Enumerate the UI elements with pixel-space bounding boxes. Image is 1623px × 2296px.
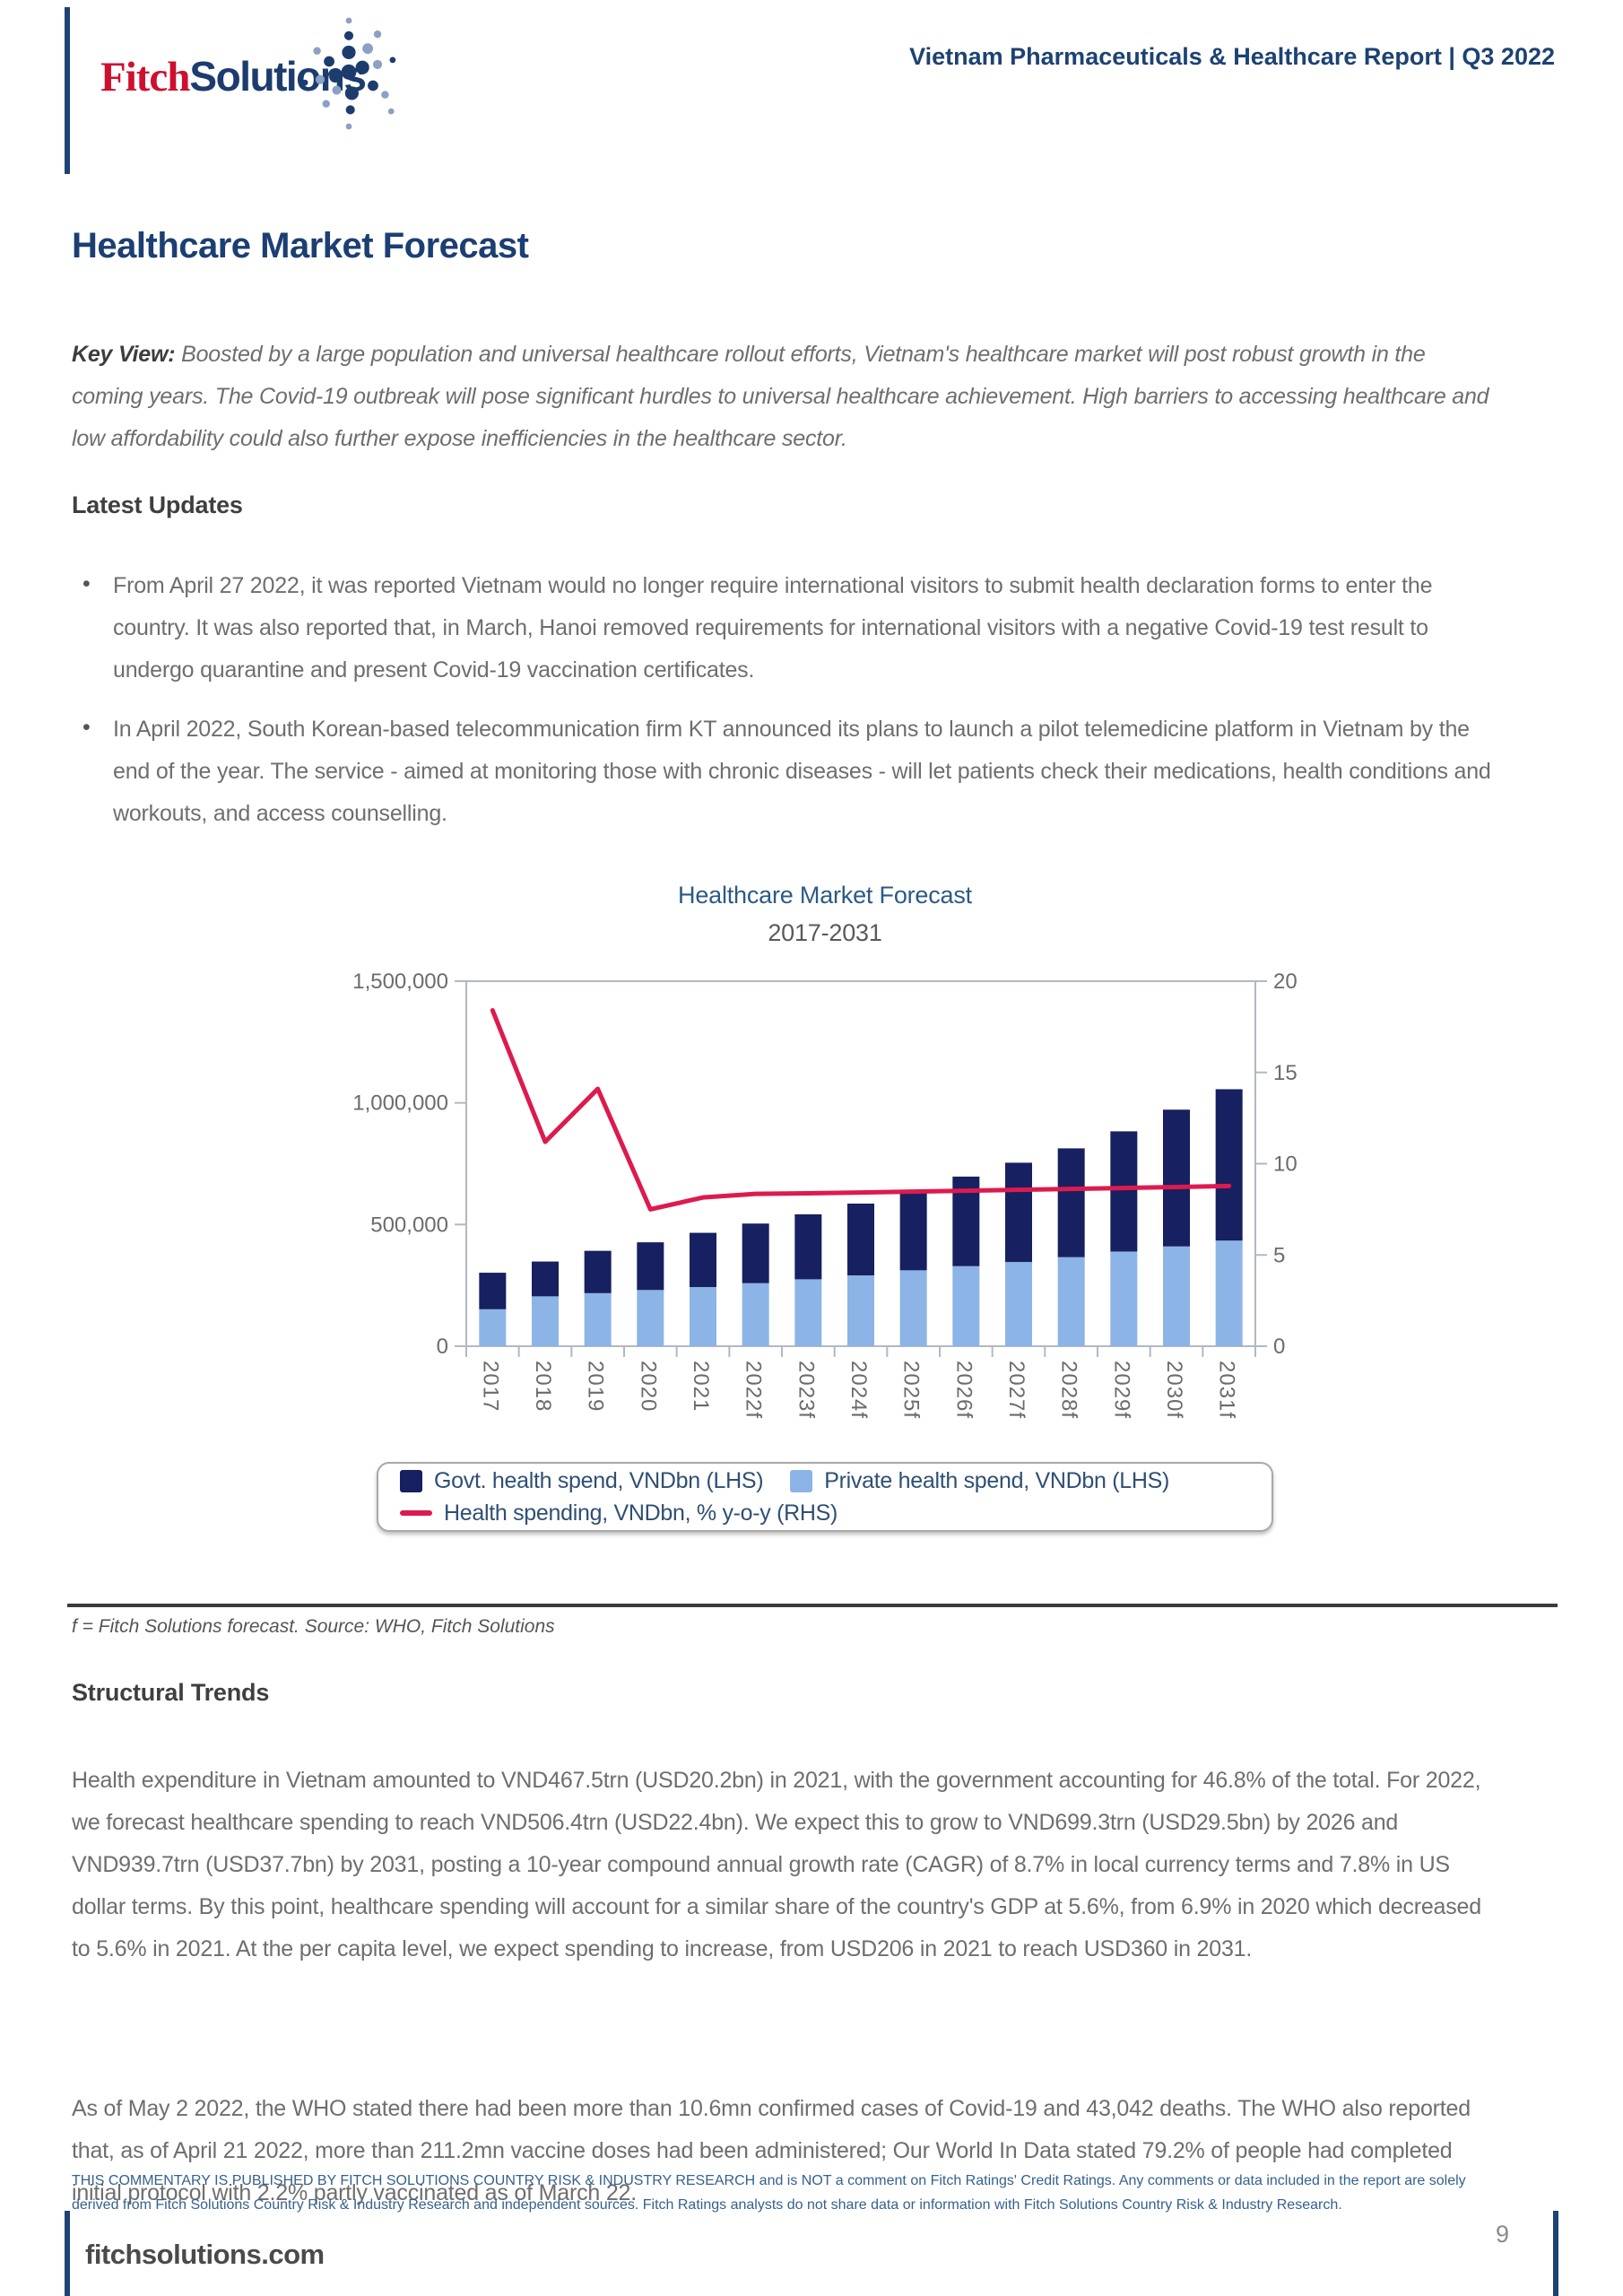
footer-disclaimer: THIS COMMENTARY IS PUBLISHED BY FITCH SO… [72,2169,1551,2217]
body-paragraph: As of May 2 2022, the WHO stated there h… [72,2096,1471,2205]
svg-text:2031f: 2031f [1215,1361,1239,1419]
chart-svg: 1,500,000 1,000,000 500,000 0 20 15 10 5 0 2017 20… [352,970,1298,1419]
latest-updates-list: • From April 27 2022, it was reported Vi… [75,565,1501,852]
svg-text:10: 10 [1273,1152,1298,1177]
svg-text:2030f: 2030f [1162,1361,1186,1419]
svg-text:2026f: 2026f [951,1361,976,1419]
svg-text:2029f: 2029f [1109,1361,1133,1419]
legend-swatch-line [400,1510,432,1516]
chart-block: Healthcare Market Forecast 2017-2031 1,5… [0,874,1623,1592]
logo-text-fitch: Fitch [100,54,190,100]
svg-text:0: 0 [437,1335,448,1359]
body-paragraph: Health expenditure in Vietnam amounted t… [72,1768,1481,1961]
page-number: 9 [1496,2221,1510,2248]
legend-row-1: Govt. health spend, VNDbn (LHS) Private … [400,1465,1271,1497]
bullet-text: From April 27 2022, it was reported Viet… [113,573,1433,683]
chart-title: Healthcare Market Forecast [678,882,972,909]
svg-text:2019: 2019 [584,1361,608,1412]
list-item: • From April 27 2022, it was reported Vi… [75,565,1501,691]
svg-text:20: 20 [1273,970,1298,994]
legend-swatch-govt [400,1469,422,1492]
svg-text:2021: 2021 [689,1361,713,1412]
bullet-icon: • [82,571,91,596]
bullet-icon: • [82,715,91,740]
svg-text:0: 0 [1273,1335,1285,1359]
key-view-paragraph: Key View: Boosted by a large population … [72,334,1497,460]
svg-text:2028f: 2028f [1057,1361,1081,1419]
svg-text:1,000,000: 1,000,000 [352,1091,448,1116]
svg-text:500,000: 500,000 [370,1213,448,1237]
svg-text:2018: 2018 [531,1361,555,1412]
legend-swatch-private [790,1469,813,1492]
bullet-text: In April 2022, South Korean-based teleco… [113,717,1491,826]
svg-text:2022f: 2022f [742,1361,766,1419]
fitchsolutions-link[interactable]: fitchsolutions.com [85,2239,325,2270]
latest-updates-heading: Latest Updates [72,491,243,518]
svg-text:2024f: 2024f [846,1361,871,1419]
footer-accent-bar-right [1553,2211,1558,2296]
legend-row-2: Health spending, VNDbn, % y-o-y (RHS) [400,1497,1271,1529]
svg-text:15: 15 [1273,1061,1298,1085]
svg-text:2025f: 2025f [899,1361,924,1419]
svg-text:2027f: 2027f [1004,1361,1028,1419]
legend-label-line: Health spending, VNDbn, % y-o-y (RHS) [444,1500,838,1526]
horizontal-rule [67,1604,1558,1607]
key-view-label: Key View: [72,342,182,367]
logo-starburst-icon [301,17,396,130]
structural-trends-heading: Structural Trends [72,1679,270,1706]
chart-subtitle: 2017-2031 [768,919,882,946]
svg-text:5: 5 [1273,1243,1285,1267]
legend-label-private: Private health spend, VNDbn (LHS) [824,1467,1170,1493]
svg-text:1,500,000: 1,500,000 [352,970,448,994]
disclaimer-line: derived from Fitch Solutions Country Ris… [72,2197,1342,2213]
chart-legend: Govt. health spend, VNDbn (LHS) Private … [377,1462,1273,1532]
svg-text:2023f: 2023f [794,1361,818,1419]
svg-text:2017: 2017 [478,1361,502,1412]
page-title: Healthcare Market Forecast [72,226,529,265]
legend-label-govt: Govt. health spend, VNDbn (LHS) [434,1467,764,1493]
key-view-text: Boosted by a large population and univer… [72,342,1489,451]
disclaimer-line: THIS COMMENTARY IS PUBLISHED BY FITCH SO… [72,2173,1466,2188]
list-item: • In April 2022, South Korean-based tele… [75,709,1501,835]
footer-accent-bar-left [65,2211,70,2296]
chart-footnote: f = Fitch Solutions forecast. Source: WH… [72,1616,555,1637]
svg-text:2020: 2020 [636,1361,660,1412]
report-title: Vietnam Pharmaceuticals & Healthcare Rep… [909,43,1555,70]
header-accent-bar [65,7,70,174]
